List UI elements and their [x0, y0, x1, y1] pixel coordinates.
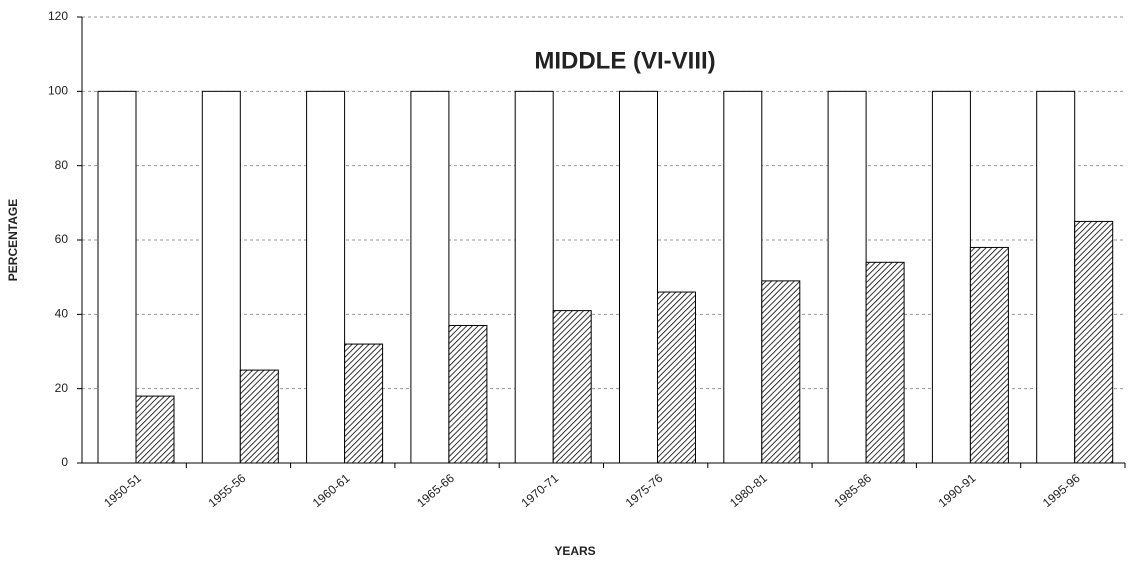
- bar: [1074, 220, 1114, 464]
- y-tick-label: 0: [61, 455, 68, 469]
- bar: [723, 90, 763, 464]
- bar: [306, 90, 346, 464]
- x-tick-label: 1960-61: [310, 471, 353, 510]
- bar: [201, 90, 241, 464]
- bar: [448, 324, 488, 464]
- y-tick-label: 20: [55, 381, 69, 395]
- x-tick-label: 1985-86: [831, 471, 874, 510]
- bar: [514, 90, 554, 464]
- y-axis-label: PERCENTAGE: [6, 199, 20, 281]
- x-axis-label: YEARS: [554, 544, 595, 558]
- y-tick-label: 120: [48, 9, 68, 23]
- bar: [865, 261, 905, 464]
- y-tick-label: 80: [55, 158, 69, 172]
- bar: [97, 90, 137, 464]
- bar: [239, 369, 279, 464]
- bar: [135, 395, 175, 464]
- bar: [969, 246, 1009, 464]
- x-tick-label: 1955-56: [206, 471, 249, 510]
- bar: [931, 90, 971, 464]
- x-tick-label: 1965-66: [414, 471, 457, 510]
- x-tick-label: 1970-71: [518, 471, 561, 510]
- x-tick-label: 1990-91: [936, 471, 979, 510]
- bar: [619, 90, 658, 464]
- bar: [761, 280, 801, 464]
- chart-title: MIDDLE (VI-VIII): [534, 47, 715, 74]
- bar: [552, 310, 592, 464]
- x-tick-label: 1975-76: [623, 471, 666, 510]
- bar: [657, 291, 696, 464]
- x-tick-label: 1995-96: [1040, 471, 1083, 510]
- x-tick-label: 1980-81: [727, 471, 770, 510]
- x-tick-label: 1950-51: [101, 471, 144, 510]
- y-tick-label: 100: [48, 84, 68, 98]
- bar: [344, 343, 384, 464]
- bar: [827, 90, 867, 464]
- y-tick-label: 60: [55, 232, 69, 246]
- bar: [1036, 90, 1076, 464]
- bar: [410, 90, 450, 464]
- y-tick-label: 40: [55, 307, 69, 321]
